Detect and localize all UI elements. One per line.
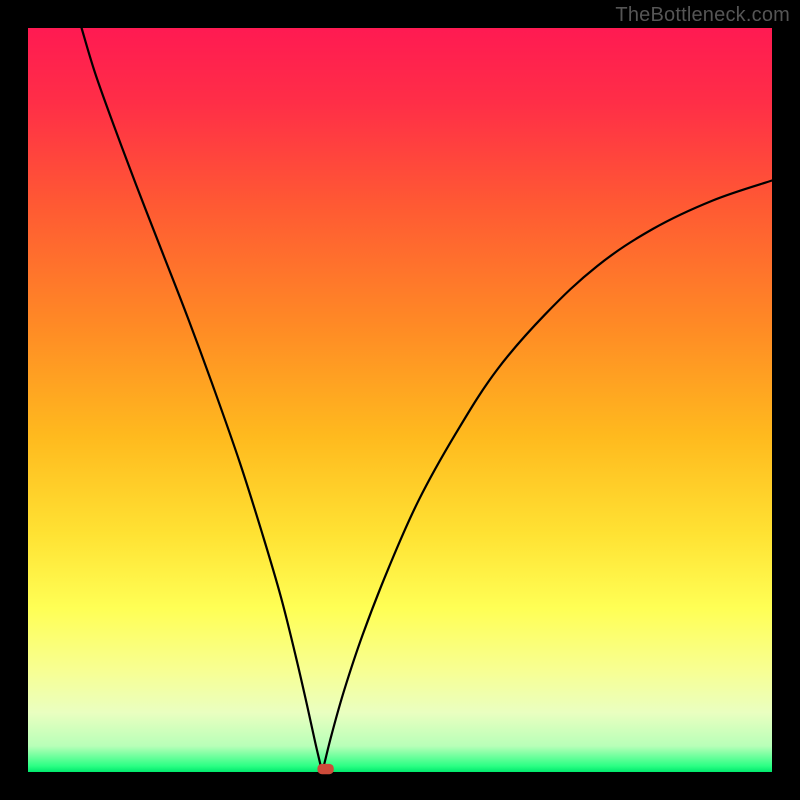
optimal-marker	[317, 764, 333, 774]
plot-background	[28, 28, 772, 772]
bottleneck-chart	[0, 0, 800, 800]
watermark-text: TheBottleneck.com	[615, 4, 790, 27]
chart-container: TheBottleneck.com	[0, 0, 800, 800]
